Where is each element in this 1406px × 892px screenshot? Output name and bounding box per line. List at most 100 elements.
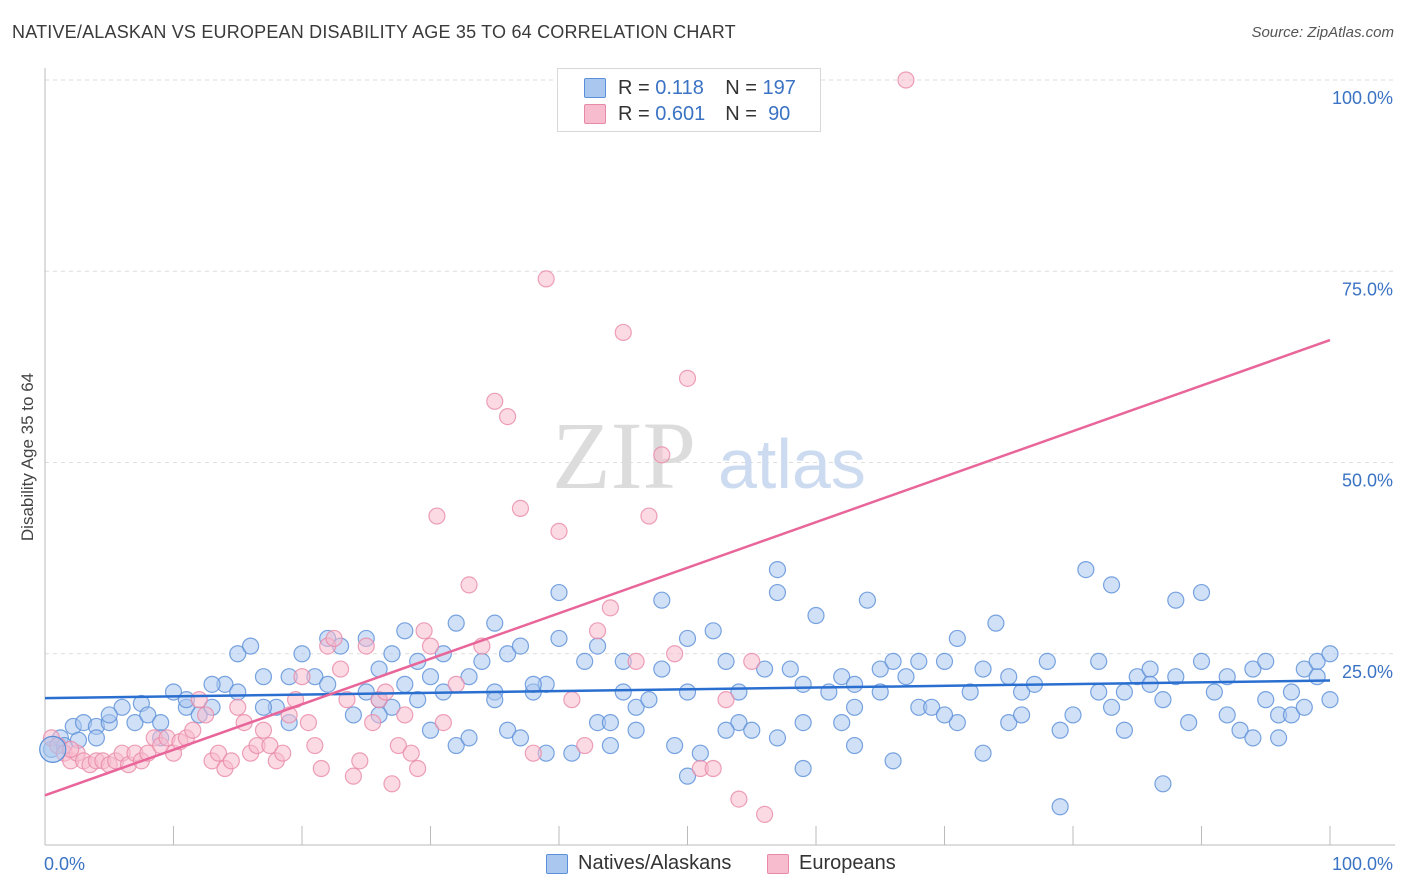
native-point [1269, 729, 1288, 747]
native-point [1000, 713, 1018, 732]
native-point [576, 652, 594, 671]
native-point-cluster [39, 735, 67, 763]
native-point [319, 675, 337, 693]
native-point [1141, 675, 1159, 693]
european-point [601, 599, 620, 617]
european-point [460, 576, 478, 594]
european-point [396, 706, 414, 724]
european-point [293, 668, 311, 686]
native-point [126, 713, 144, 732]
grid-lines [45, 79, 1395, 655]
native-point [254, 698, 273, 716]
native-point [961, 683, 979, 701]
native-point [409, 691, 427, 709]
native-point [473, 652, 491, 671]
chart-title: NATIVE/ALASKAN VS EUROPEAN DISABILITY AG… [12, 22, 736, 42]
native-point [768, 583, 787, 602]
native-point [1038, 652, 1056, 671]
native-point [614, 683, 632, 701]
european-point [357, 637, 375, 655]
native-point [1192, 652, 1211, 671]
native-point [1154, 775, 1172, 793]
native-point [242, 637, 260, 655]
european-point [666, 645, 684, 663]
native-point [1115, 721, 1134, 739]
native-point [1115, 683, 1134, 701]
watermark-atlas: atlas [718, 425, 866, 503]
native-point [588, 637, 607, 655]
european-point [640, 507, 658, 525]
european-point [428, 507, 446, 525]
native-point [794, 675, 812, 693]
native-point [486, 691, 504, 709]
native-point [1167, 668, 1185, 686]
european-point [511, 499, 530, 517]
native-point [1218, 706, 1236, 724]
trend-lines [44, 338, 1331, 797]
axes [44, 68, 1395, 846]
legend-swatch-europeans [584, 104, 606, 124]
source-label: Source: ZipAtlas.com [1251, 24, 1394, 41]
european-point [274, 744, 292, 762]
native-point [974, 660, 992, 678]
european-point [299, 713, 318, 732]
native-point [460, 668, 478, 686]
european-point [229, 698, 247, 716]
native-point [1295, 660, 1313, 678]
european-point [588, 622, 607, 640]
european-point [389, 736, 407, 755]
native-point [1102, 576, 1121, 594]
native-point [563, 744, 581, 762]
european-point [402, 744, 420, 762]
native-point [678, 683, 697, 701]
native-point [871, 683, 889, 701]
native-point [1102, 698, 1121, 716]
european-point [312, 759, 330, 778]
native-point [730, 713, 748, 732]
native-point [691, 744, 709, 762]
native-point [357, 683, 375, 701]
european-point [447, 675, 465, 693]
native-point [717, 721, 735, 739]
native-point [229, 683, 247, 701]
y-axis-label: Disability Age 35 to 64 [18, 373, 37, 541]
european-point [415, 622, 433, 640]
native-point [1295, 698, 1313, 716]
european-point [550, 522, 568, 540]
native-point [923, 698, 941, 716]
native-point [1051, 798, 1069, 816]
native-point [499, 721, 517, 739]
native-point [139, 706, 157, 724]
native-point [511, 729, 530, 747]
european-point [409, 759, 427, 778]
native-point [653, 591, 671, 609]
bottom-legend-europeans: Europeans [767, 852, 896, 875]
european-point [730, 790, 748, 808]
european-point [678, 369, 697, 387]
native-point [884, 752, 902, 770]
native-point [1154, 691, 1172, 709]
european-point [421, 637, 440, 655]
native-point [524, 675, 542, 693]
native-point [1141, 660, 1159, 678]
n-label: N = [725, 76, 757, 99]
correlation-legend: R = 0.118 N = 197 R = 0.601 N = 90 [557, 68, 821, 132]
native-point [1192, 583, 1211, 602]
european-point [209, 744, 228, 762]
european-point [190, 691, 208, 709]
native-point [1167, 591, 1185, 609]
native-point [666, 736, 684, 755]
native-point [1090, 683, 1108, 701]
native-point [293, 645, 311, 663]
european-point [364, 713, 382, 732]
native-point [447, 736, 465, 755]
european-point [351, 752, 369, 770]
european-point [434, 713, 452, 732]
native-point [601, 736, 620, 755]
native-point [1231, 721, 1249, 739]
native-point [794, 759, 812, 778]
european-point [222, 752, 240, 770]
native-point [627, 721, 645, 739]
european-point [376, 683, 395, 701]
